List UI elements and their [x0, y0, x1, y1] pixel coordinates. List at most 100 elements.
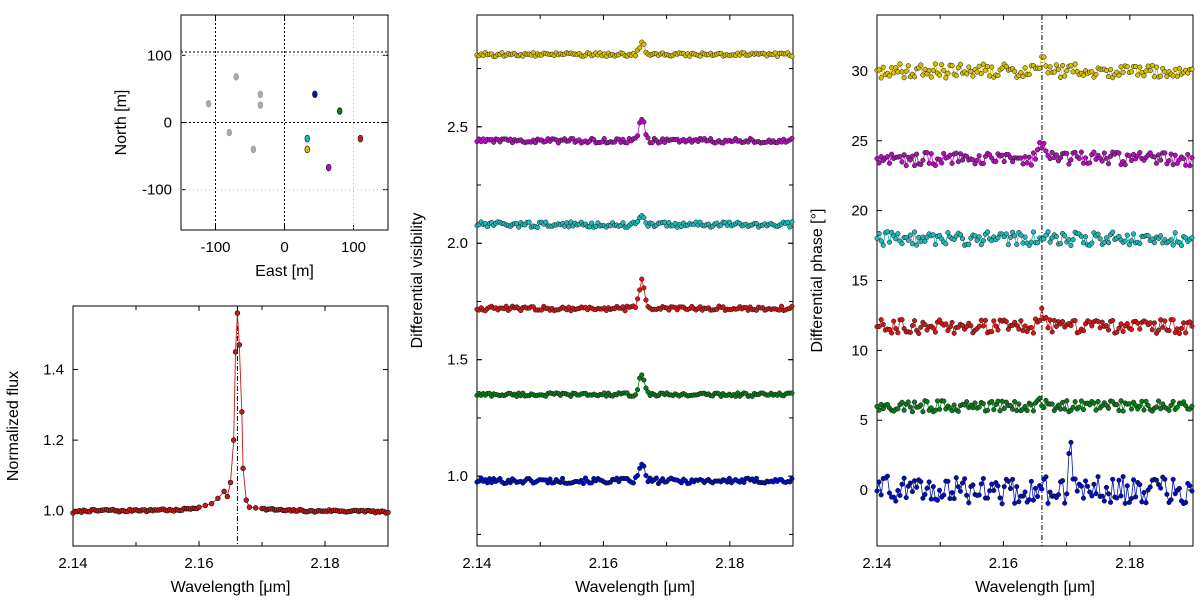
phase-point — [1128, 238, 1134, 244]
phase-point — [876, 160, 882, 166]
uv-point — [250, 145, 257, 154]
phase-point — [1181, 320, 1187, 326]
flux-point — [221, 488, 227, 494]
phase-point — [1164, 491, 1170, 497]
visibility-point — [789, 476, 795, 482]
phase-point — [1028, 239, 1034, 245]
phase-point — [1124, 321, 1130, 327]
phase-point — [1072, 318, 1078, 324]
phase-point — [876, 324, 882, 330]
phase-point — [922, 66, 928, 72]
visibility-point — [785, 219, 791, 225]
phase-point — [1091, 149, 1097, 155]
phase-point — [1153, 160, 1160, 166]
phase-point — [1072, 399, 1078, 405]
visibility-point — [645, 135, 651, 141]
phase-point — [1016, 499, 1022, 505]
phase-point — [995, 327, 1001, 333]
phase-point — [893, 236, 899, 242]
phase-point — [893, 498, 899, 504]
phase-point — [1070, 404, 1076, 410]
phase-point — [1091, 400, 1097, 406]
phase-point — [1153, 477, 1160, 483]
phase-point — [1124, 483, 1130, 489]
visibility-ytick-label: 1.0 — [447, 468, 468, 485]
phase-point — [920, 72, 926, 78]
phase-point — [1174, 326, 1180, 332]
phase-point — [1078, 233, 1084, 239]
phase-point — [978, 71, 984, 77]
phase-point — [1001, 405, 1007, 412]
visibility-point — [643, 297, 649, 303]
phase-point — [980, 161, 986, 167]
phase-point — [891, 318, 897, 324]
flux-point — [230, 437, 237, 443]
phase-point — [1020, 493, 1026, 499]
phase-point — [1012, 500, 1018, 506]
visibility-point — [789, 390, 795, 396]
visibility-point — [630, 480, 636, 486]
phase-point — [947, 152, 953, 158]
flux-point — [246, 504, 253, 510]
phase-point — [932, 329, 938, 335]
phase-point — [901, 152, 907, 158]
visibility-point — [620, 220, 626, 226]
phase-point — [1114, 495, 1120, 501]
phase-xtick-label: 2.16 — [989, 555, 1018, 572]
phase-point — [1147, 68, 1153, 74]
phase-point — [945, 230, 951, 236]
uv-point — [337, 107, 343, 115]
phase-point — [984, 495, 991, 501]
flux-point — [215, 495, 221, 502]
phase-point — [997, 495, 1003, 501]
phase-point — [1007, 485, 1014, 492]
phase-point — [989, 329, 995, 335]
phase-point — [1174, 73, 1180, 79]
phase-point — [995, 72, 1001, 79]
phase-point — [941, 492, 947, 498]
visibility-point — [643, 385, 649, 391]
visibility-point — [641, 463, 647, 469]
phase-point — [1126, 242, 1132, 248]
phase-point — [980, 61, 986, 67]
phase-point — [1170, 317, 1176, 323]
phase-point — [1045, 325, 1051, 331]
phase-point — [1037, 65, 1043, 71]
phase-point — [1028, 324, 1034, 331]
phase-point — [1053, 233, 1059, 240]
phase-xtick-label: 2.14 — [862, 555, 891, 572]
phase-point — [1030, 330, 1036, 336]
phase-point — [1018, 69, 1024, 76]
visibility-point — [632, 304, 639, 311]
phase-point — [909, 323, 916, 329]
phase-point — [1064, 150, 1070, 157]
phase-point — [939, 62, 945, 68]
visibility-point — [624, 140, 630, 146]
phase-point — [951, 330, 957, 336]
phase-point — [995, 398, 1001, 404]
flux-point — [239, 409, 245, 415]
phase-point — [1099, 319, 1105, 325]
visibility-point — [641, 215, 647, 221]
phase-point — [920, 409, 926, 415]
phase-point — [1151, 240, 1157, 246]
phase-point — [957, 151, 963, 157]
phase-point — [1145, 233, 1151, 239]
phase-point — [880, 242, 886, 248]
phase-point — [918, 479, 924, 485]
phase-point — [1078, 483, 1084, 489]
phase-point — [1162, 69, 1168, 75]
phase-point — [1095, 318, 1101, 324]
phase-point — [1030, 150, 1036, 156]
flux-point — [208, 500, 215, 507]
phase-point — [1172, 230, 1178, 236]
phase-point — [886, 160, 893, 166]
phase-point — [1147, 484, 1153, 490]
phase-point — [984, 407, 991, 413]
visibility-point — [534, 224, 541, 230]
phase-point — [1176, 66, 1182, 72]
flux-xlabel: Wavelength [μm] — [171, 579, 291, 596]
phase-point — [1158, 233, 1164, 239]
phase-point — [878, 238, 884, 244]
flux-ytick-label: 1.2 — [43, 432, 64, 449]
